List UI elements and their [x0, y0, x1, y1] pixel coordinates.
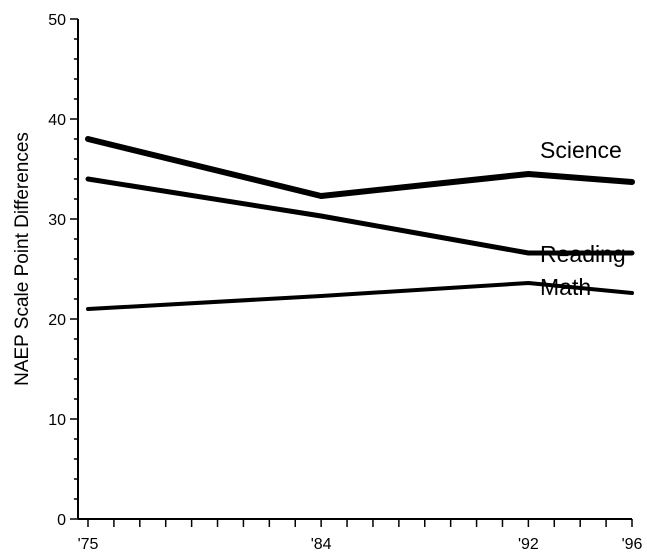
x-tick-label: '75 [78, 536, 99, 553]
series-line-science [85, 136, 635, 199]
x-tick-label: '96 [622, 536, 643, 553]
y-tick-label: 40 [48, 112, 66, 129]
y-tick-label: 10 [48, 412, 66, 429]
y-ticks: 0 10 20 30 40 50 [48, 12, 78, 529]
y-axis-title: NAEP Scale Point Differences [12, 132, 33, 386]
series-lines: Science Reading Math [85, 136, 635, 311]
y-tick-label: 30 [48, 212, 66, 229]
series-label-science: Science [540, 137, 622, 163]
y-tick-label: 0 [57, 512, 66, 529]
series-line-reading [85, 176, 635, 256]
series-label-reading: Reading [540, 241, 626, 267]
axes [77, 19, 632, 520]
x-ticks: '75 '84 '92 '96 [78, 519, 643, 553]
y-tick-label: 20 [48, 312, 66, 329]
x-tick-label: '84 [311, 536, 332, 553]
series-line-math [86, 281, 634, 311]
series-label-math: Math [540, 274, 591, 300]
x-tick-label: '92 [518, 536, 539, 553]
y-tick-label: 50 [48, 12, 66, 29]
